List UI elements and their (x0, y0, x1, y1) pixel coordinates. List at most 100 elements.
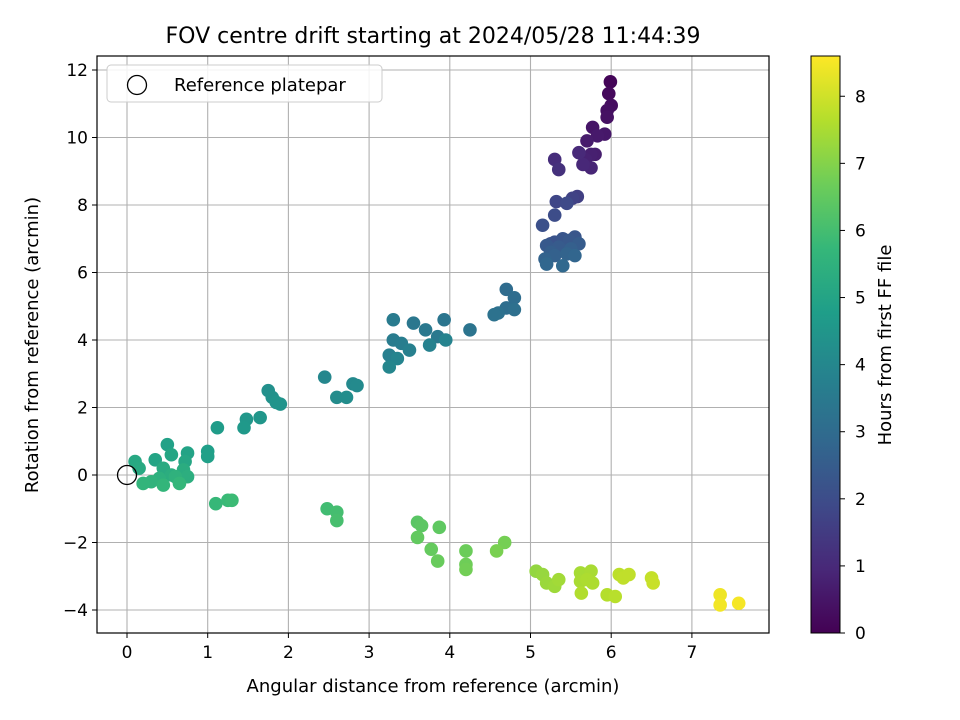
data-point (551, 162, 566, 177)
data-point (572, 145, 586, 160)
data-point (535, 218, 550, 233)
data-point (568, 248, 582, 263)
data-point (350, 378, 364, 393)
data-point (585, 576, 600, 590)
data-point (136, 476, 150, 491)
y-tick-label: 2 (77, 399, 88, 419)
data-point (601, 86, 616, 101)
x-tick-label: 1 (202, 643, 213, 663)
y-tick-label: 10 (66, 129, 88, 149)
data-point (414, 518, 429, 533)
data-point (422, 338, 437, 352)
scatter-points (128, 75, 746, 612)
data-point (622, 567, 636, 582)
data-point (555, 258, 570, 273)
data-point (269, 395, 284, 410)
data-point (463, 323, 477, 337)
data-point (253, 410, 267, 425)
data-point (410, 530, 425, 545)
x-tick-label: 5 (525, 643, 536, 663)
data-point (590, 129, 605, 143)
data-point (487, 307, 501, 322)
data-point (424, 542, 439, 557)
x-axis-label: Angular distance from reference (arcmin) (247, 676, 620, 697)
colorbar-tick-label: 6 (855, 221, 866, 241)
data-point (560, 196, 574, 211)
data-point (459, 544, 473, 558)
data-point (225, 493, 239, 508)
data-point (330, 390, 344, 405)
x-tick-label: 4 (444, 643, 455, 663)
legend-box (106, 64, 383, 103)
data-point (200, 449, 215, 464)
data-point (646, 576, 660, 590)
data-point (539, 257, 554, 271)
x-tick-label: 7 (686, 643, 697, 663)
chart-title: FOV centre drift starting at 2024/05/28 … (166, 24, 701, 49)
data-point (438, 333, 453, 347)
data-point (713, 598, 727, 612)
data-point (418, 323, 433, 337)
data-point (576, 157, 590, 172)
data-point (608, 589, 623, 604)
data-point (164, 447, 179, 462)
colorbar-tick-label: 4 (855, 356, 866, 376)
data-point (580, 134, 594, 148)
reference-platepar-point (116, 464, 138, 486)
colorbar-label: Hours from first FF file (875, 245, 896, 446)
data-point (489, 544, 504, 558)
legend-label-reference: Reference platepar (174, 75, 346, 96)
y-tick-label: 6 (77, 264, 88, 284)
data-point (432, 520, 447, 535)
data-point (402, 343, 417, 357)
colorbar-ticks: 0 1 2 3 4 5 6 7 8 (840, 87, 866, 644)
data-point (459, 562, 473, 577)
x-tick-label: 2 (283, 643, 294, 663)
data-point (210, 420, 225, 435)
x-tick-label: 6 (606, 643, 617, 663)
data-point (713, 588, 727, 602)
colorbar-tick-label: 0 (855, 624, 866, 644)
colorbar-tick-label: 1 (855, 557, 866, 577)
y-tick-label: 4 (77, 331, 88, 351)
y-axis-ticks: −4 −2 0 2 4 6 8 10 12 (63, 61, 97, 621)
y-tick-label: 12 (66, 61, 88, 81)
x-tick-label: 0 (122, 643, 133, 663)
data-point (172, 476, 187, 491)
data-point (600, 110, 614, 125)
x-tick-label: 3 (364, 643, 375, 663)
data-point (317, 370, 332, 384)
legend: Reference platepar (106, 64, 383, 103)
data-point (549, 194, 564, 209)
data-point (339, 390, 354, 405)
data-point (148, 453, 163, 467)
colorbar-tick-label: 7 (855, 154, 866, 174)
data-point (603, 75, 618, 89)
data-point (731, 596, 746, 611)
data-point (499, 282, 514, 297)
x-axis-ticks: 0 1 2 3 4 5 6 7 (122, 633, 697, 663)
data-point (507, 291, 522, 305)
y-axis-label: Rotation from reference (arcmin) (22, 197, 43, 493)
colorbar-tick-label: 5 (855, 289, 866, 309)
data-point (574, 586, 589, 600)
colorbar-tick-label: 8 (855, 87, 866, 107)
data-point (497, 535, 512, 550)
colorbar-tick-label: 3 (855, 423, 866, 443)
colorbar (810, 55, 841, 634)
data-point (386, 312, 401, 327)
data-point (406, 316, 421, 330)
reference-marker (116, 464, 138, 486)
data-point (330, 513, 344, 528)
data-point (437, 312, 451, 327)
data-point (430, 554, 445, 568)
y-tick-label: 8 (77, 196, 88, 216)
colorbar-tick-label: 2 (855, 490, 866, 510)
data-point (551, 572, 566, 587)
axes-frame (96, 55, 770, 634)
legend-marker-reference (126, 74, 148, 96)
data-point (507, 302, 522, 317)
y-tick-label: 0 (77, 466, 88, 486)
data-point (547, 208, 562, 222)
